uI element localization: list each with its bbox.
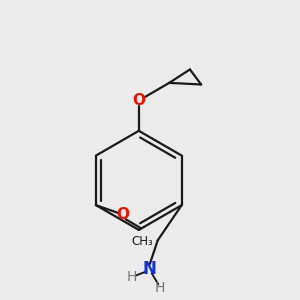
Text: CH₃: CH₃ (131, 236, 153, 248)
Text: H: H (154, 281, 164, 295)
Text: H: H (127, 270, 137, 284)
Text: O: O (132, 93, 145, 108)
Text: O: O (117, 207, 130, 222)
Text: N: N (143, 260, 157, 278)
